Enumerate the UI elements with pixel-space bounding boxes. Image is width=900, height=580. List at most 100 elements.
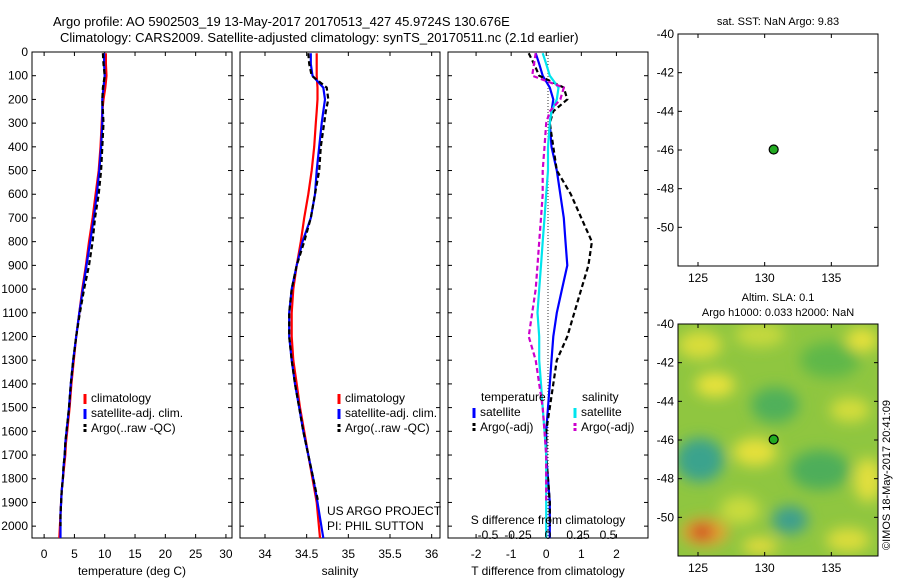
- x-tick-label: 0: [41, 547, 48, 561]
- sst-map-panel: sat. SST: NaN Argo: 9.83 -40 -42 -44 -46 -48…: [657, 16, 879, 285]
- y-tick-label: -50: [657, 220, 675, 234]
- x-tick-label: 135: [821, 561, 841, 575]
- series-line: [59, 53, 106, 527]
- x-tick-label: 1: [578, 547, 585, 561]
- legend-label: Argo(-adj): [480, 420, 533, 434]
- series-line: [527, 53, 566, 503]
- legend-label: Argo(..raw -QC): [345, 421, 430, 435]
- legend-group-temperature: temperature: [481, 390, 546, 404]
- x-tick-label: 25: [189, 547, 203, 561]
- pi-credit: PI: PHIL SUTTON: [327, 519, 424, 533]
- x-tick-label: 35.5: [378, 547, 402, 561]
- y-tick-label: 300: [8, 116, 28, 130]
- difference-panel: -2 -1 0 1 2 S difference from climatology -0…: [447, 51, 649, 578]
- sla-heatmap: [678, 324, 878, 556]
- y-tick-label: 1000: [1, 282, 28, 296]
- sla-map-title: Altim. SLA: 0.1: [742, 292, 815, 304]
- y-tick-label: 600: [8, 187, 28, 201]
- figure-title-line2: Climatology: CARS2009. Satellite-adjuste…: [60, 30, 579, 45]
- x-tick-label: 35: [342, 547, 356, 561]
- difference-xlabel: T difference from climatology: [471, 564, 625, 578]
- top-tick-label: -0.25: [504, 528, 532, 542]
- x-tick-label: 34.5: [295, 547, 319, 561]
- x-tick-label: 36: [425, 547, 439, 561]
- top-tick-label: 0.5: [600, 528, 617, 542]
- y-tick-label: -48: [657, 182, 675, 196]
- y-tick-label: 400: [8, 140, 28, 154]
- x-tick-label: 130: [755, 561, 775, 575]
- series-line: [288, 53, 327, 539]
- argo-position-marker: [768, 144, 779, 155]
- timestamp-stamp: ©IMOS 18-May-2017 20:41:09: [881, 400, 893, 550]
- sla-map-subtitle: Argo h1000: 0.033 h2000: NaN: [702, 307, 854, 319]
- salinity-axes-frame: [239, 51, 441, 539]
- sst-map-title: sat. SST: NaN Argo: 9.83: [717, 16, 839, 28]
- temperature-panel: 0 100 200 300 400 500 600 700 800 900 1000 1100 1200…: [1, 45, 233, 578]
- y-tick-label: 500: [8, 164, 28, 178]
- x-tick-label: 130: [755, 271, 775, 285]
- y-tick-label: 800: [8, 235, 28, 249]
- top-tick-label: -0.5: [478, 528, 499, 542]
- sla-map-panel: Altim. SLA: 0.1 Argo h1000: 0.033 h2000:…: [657, 292, 893, 575]
- legend-label: satellite-adj. clim.: [345, 406, 437, 420]
- y-tick-label: 700: [8, 211, 28, 225]
- y-tick-label: -44: [657, 394, 675, 408]
- legend-label: climatology: [91, 391, 151, 405]
- y-tick-label: 1700: [1, 448, 28, 462]
- y-tick-label: -40: [657, 27, 675, 41]
- legend-label: Argo(-adj): [581, 420, 634, 434]
- y-tick-label: -46: [657, 433, 675, 447]
- y-tick-label: -46: [657, 143, 675, 157]
- difference-top-label: S difference from climatology: [471, 513, 626, 527]
- series-line: [288, 53, 330, 503]
- temperature-xlabel: temperature (deg C): [78, 564, 186, 578]
- y-tick-label: 1900: [1, 495, 28, 509]
- x-tick-label: 2: [613, 547, 620, 561]
- legend-group-salinity: salinity: [582, 390, 619, 404]
- top-tick-label: 0: [545, 528, 552, 542]
- legend-label: satellite: [581, 405, 622, 419]
- salinity-panel: 34 34.5 35 35.5 36 salinity climatologysatel…: [239, 51, 442, 578]
- y-tick-label: 1300: [1, 353, 28, 367]
- x-tick-label: 30: [219, 547, 233, 561]
- y-tick-label: 1600: [1, 424, 28, 438]
- y-tick-label: 1100: [2, 306, 28, 320]
- y-tick-label: -40: [657, 317, 675, 331]
- figure-title-line1: Argo profile: AO 5902503_19 13-May-2017 …: [53, 14, 510, 29]
- y-tick-label: 100: [8, 69, 28, 83]
- x-tick-label: -2: [471, 547, 482, 561]
- y-tick-label: 1200: [1, 329, 28, 343]
- y-tick-label: 1400: [1, 377, 28, 391]
- top-tick-label: 0.25: [566, 528, 590, 542]
- series-line: [527, 52, 594, 527]
- y-tick-label: -44: [657, 104, 675, 118]
- series-line: [534, 52, 569, 538]
- argo-position-marker: [768, 434, 779, 445]
- x-tick-label: 125: [688, 271, 708, 285]
- y-tick-label: 900: [8, 258, 28, 272]
- y-tick-label: -42: [657, 356, 675, 370]
- series-line: [290, 53, 322, 539]
- y-tick-label: -42: [657, 66, 675, 80]
- legend-label: satellite-adj. clim.: [91, 406, 183, 420]
- x-tick-label: 125: [688, 561, 708, 575]
- x-tick-label: -1: [506, 547, 517, 561]
- legend-label: satellite: [480, 405, 521, 419]
- x-tick-label: 15: [128, 547, 142, 561]
- y-tick-label: -50: [657, 510, 675, 524]
- y-tick-label: 1500: [1, 401, 28, 415]
- project-credit: US ARGO PROJECT: [327, 504, 442, 518]
- y-tick-label: 200: [8, 92, 28, 106]
- y-tick-label: -48: [657, 472, 675, 486]
- y-tick-label: 2000: [1, 519, 28, 533]
- salinity-xlabel: salinity: [322, 564, 359, 578]
- x-tick-label: 135: [821, 271, 841, 285]
- y-tick-label: 1800: [1, 472, 28, 486]
- legend-label: climatology: [345, 391, 405, 405]
- x-tick-label: 20: [159, 547, 173, 561]
- x-tick-label: 5: [71, 547, 78, 561]
- x-tick-label: 0: [543, 547, 550, 561]
- temperature-axes-frame: [31, 51, 233, 539]
- x-tick-label: 34: [258, 547, 272, 561]
